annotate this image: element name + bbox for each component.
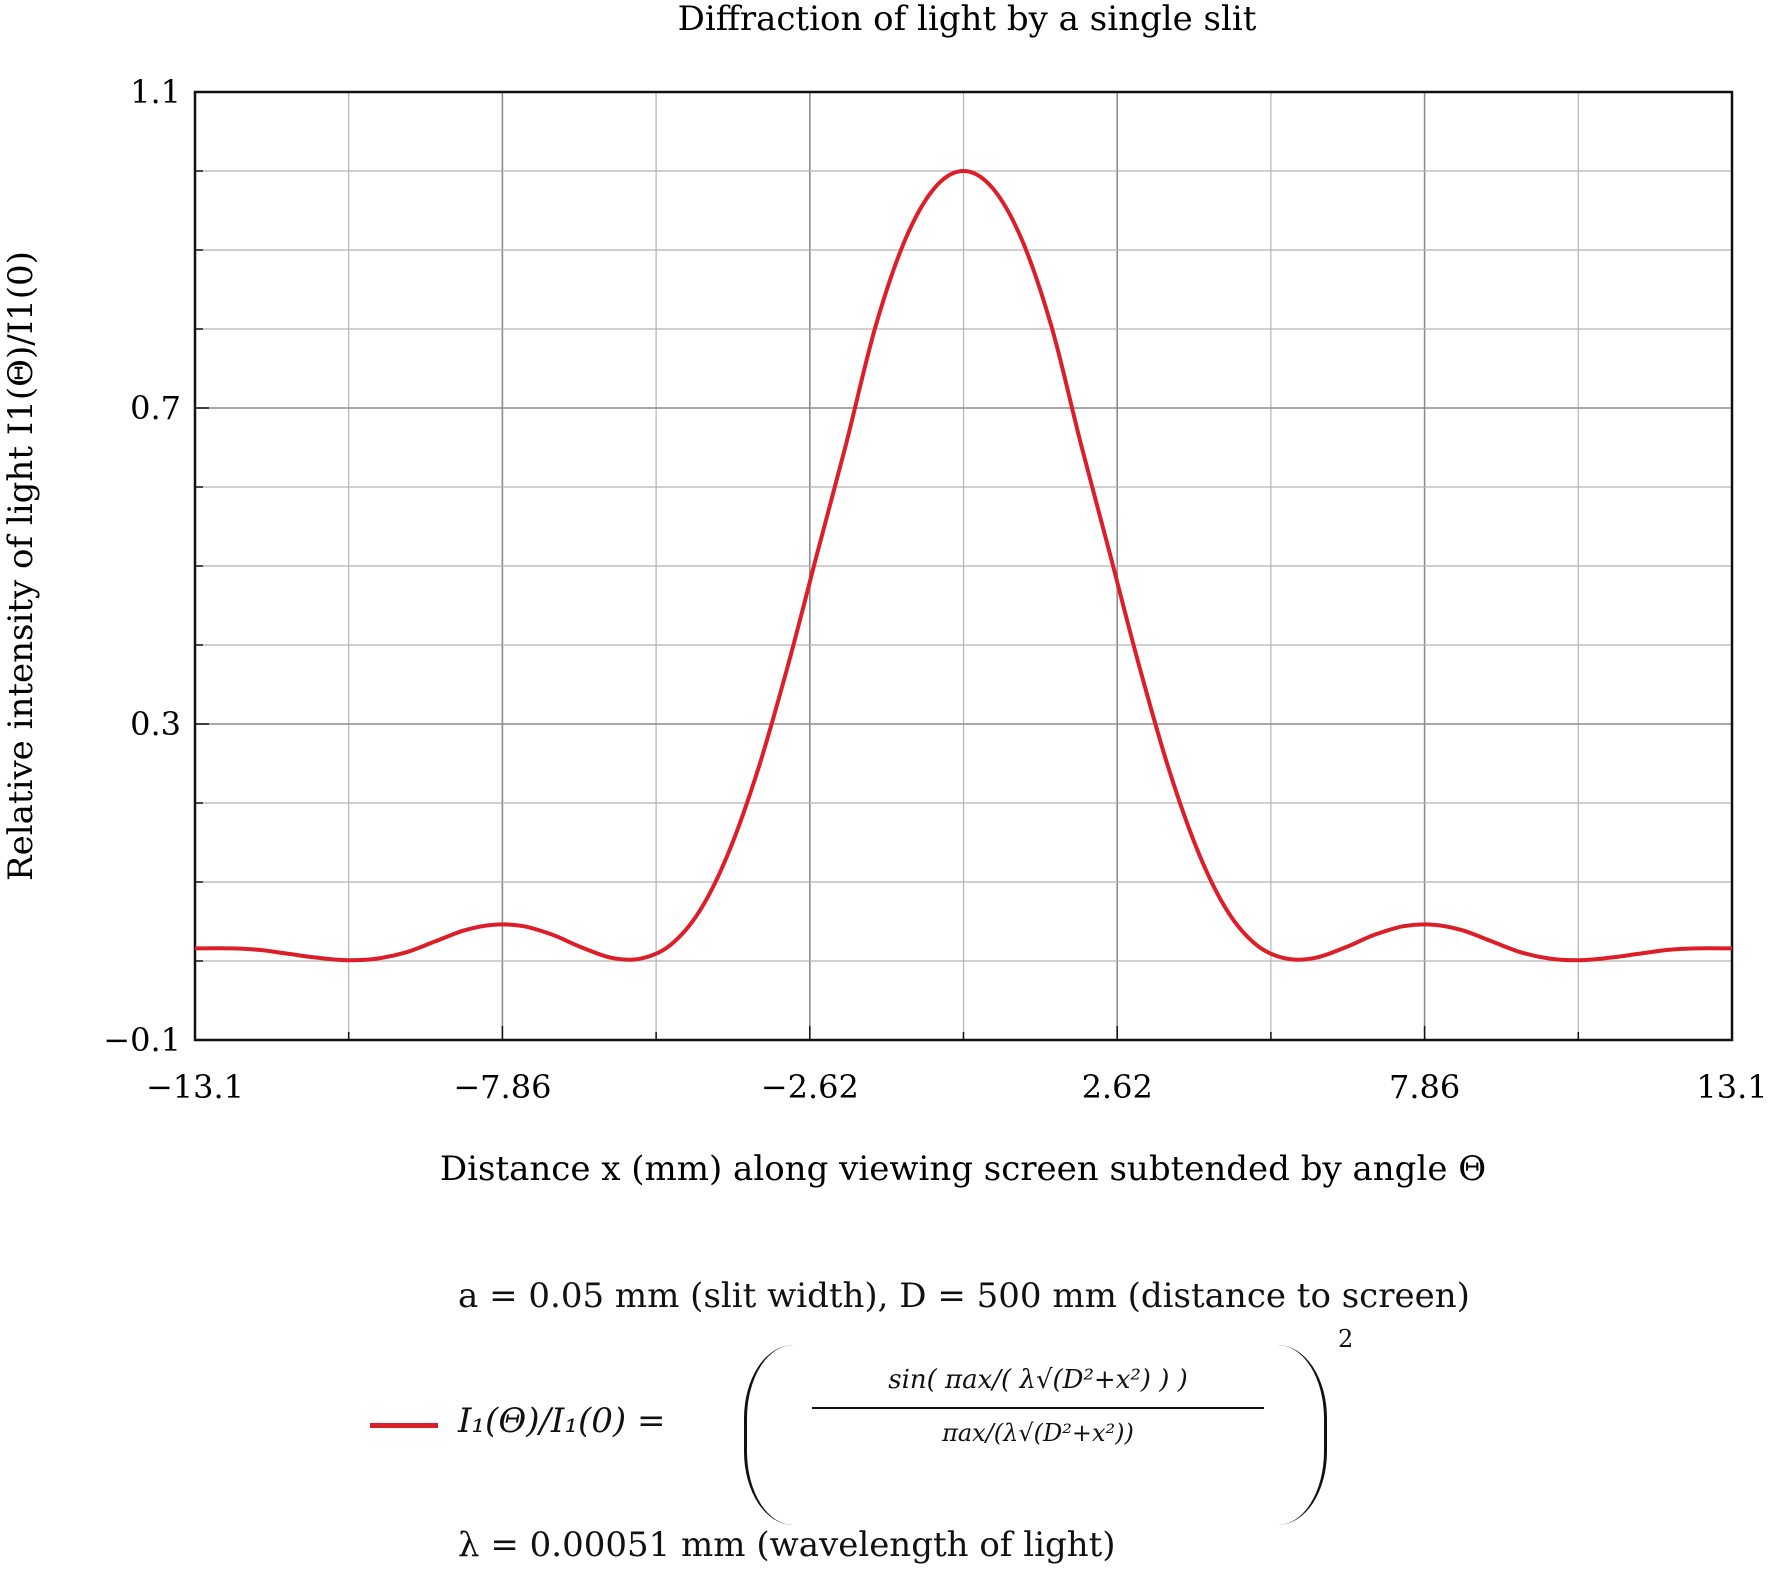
legend: I₁(Θ)/I₁(0) = sin( πax/( λ√(D²+x²) ) ) π… xyxy=(370,1325,1353,1535)
x-tick-label: 13.1 xyxy=(1696,1068,1767,1106)
x-tick-label: −7.86 xyxy=(453,1068,551,1106)
series-layer xyxy=(194,169,1733,963)
formula-numerator: sin( πax/( λ√(D²+x²) ) ) xyxy=(888,1365,1188,1395)
right-paren xyxy=(1278,1345,1327,1525)
legend-formula: I₁(Θ)/I₁(0) = sin( πax/( λ√(D²+x²) ) ) π… xyxy=(458,1325,1353,1535)
formula-fraction: sin( πax/( λ√(D²+x²) ) ) πax/(λ√(D²+x²)) xyxy=(808,1365,1268,1447)
x-tick-label: 2.62 xyxy=(1082,1068,1153,1106)
fraction-bar xyxy=(812,1407,1264,1409)
y-tick-label: 1.1 xyxy=(130,73,181,111)
parameters-note-bottom: λ = 0.00051 mm (wavelength of light) xyxy=(458,1525,1116,1565)
formula-lhs: I₁(Θ)/I₁(0) = xyxy=(458,1401,666,1441)
intensity-curve xyxy=(194,169,1733,963)
ticks: −13.1 −7.86 −2.62 2.62 7.86 13.1 1.1 0.7 0.3 −0.1 xyxy=(103,73,1767,1106)
y-axis-label: Relative intensity of light I1(Θ)/I1(0) xyxy=(1,251,41,881)
x-axis-label: Distance x (mm) along viewing screen sub… xyxy=(440,1149,1486,1189)
formula-denominator: πax/(λ√(D²+x²)) xyxy=(942,1419,1134,1447)
grid xyxy=(195,92,1732,1040)
y-tick-label: 0.3 xyxy=(130,705,181,743)
x-tick-label: −13.1 xyxy=(146,1068,244,1106)
formula-power: 2 xyxy=(1338,1325,1354,1353)
legend-swatch xyxy=(370,1423,438,1428)
chart-title: Diffraction of light by a single slit xyxy=(678,0,1257,39)
x-tick-label: −2.62 xyxy=(761,1068,859,1106)
parameters-note-top: a = 0.05 mm (slit width), D = 500 mm (di… xyxy=(458,1276,1470,1316)
y-tick-label: −0.1 xyxy=(103,1021,181,1059)
y-tick-label: 0.7 xyxy=(130,389,181,427)
x-tick-label: 7.86 xyxy=(1389,1068,1460,1106)
left-paren xyxy=(744,1345,793,1525)
